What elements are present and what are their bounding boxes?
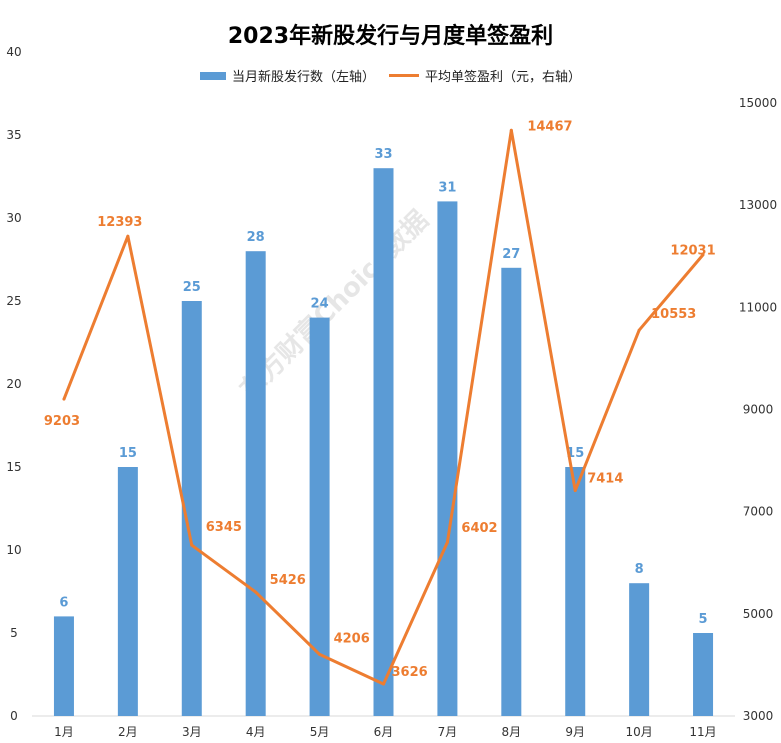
line-data-label: 12031 <box>670 244 715 259</box>
line-point <box>254 590 258 594</box>
left-tick-label: 15 <box>6 460 21 474</box>
left-tick-label: 25 <box>6 294 21 308</box>
right-tick-label: 3000 <box>743 709 774 723</box>
legend: 当月新股发行数（左轴） 平均单签盈利（元，右轴） <box>0 66 781 85</box>
line-data-label: 12393 <box>97 215 142 230</box>
line-data-label: 9203 <box>44 414 80 429</box>
right-tick-label: 13000 <box>739 198 777 212</box>
bar-data-label: 6 <box>59 595 68 610</box>
x-tick-label: 1月 <box>54 725 74 739</box>
line-point <box>701 253 705 257</box>
bar <box>309 317 330 716</box>
legend-item-line: 平均单签盈利（元，右轴） <box>389 66 581 85</box>
bar-data-label: 27 <box>502 247 520 262</box>
bar-data-label: 31 <box>438 180 456 195</box>
bar <box>501 267 522 716</box>
legend-swatch-bar <box>199 71 226 80</box>
legend-label-line: 平均单签盈利（元，右轴） <box>425 70 582 85</box>
line-data-label: 3626 <box>392 665 428 680</box>
right-tick-label: 7000 <box>743 505 774 519</box>
line-data-label: 10553 <box>651 307 696 322</box>
x-tick-label: 11月 <box>689 725 716 739</box>
line-data-label: 5426 <box>270 573 306 588</box>
bar-data-label: 15 <box>119 446 137 461</box>
line-data-label: 14467 <box>527 119 572 134</box>
bar-data-label: 24 <box>311 297 329 312</box>
x-tick-label: 7月 <box>438 725 458 739</box>
line-point <box>62 397 66 401</box>
right-tick-label: 15000 <box>739 96 777 110</box>
x-tick-label: 6月 <box>374 725 394 739</box>
legend-swatch-line <box>389 74 419 77</box>
line-point <box>126 234 130 238</box>
left-tick-label: 20 <box>6 377 21 391</box>
left-tick-label: 0 <box>10 709 18 723</box>
bar <box>629 583 650 716</box>
left-tick-label: 30 <box>6 211 21 225</box>
bar <box>373 168 394 716</box>
line-data-label: 6345 <box>206 520 242 535</box>
line-data-label: 7414 <box>587 472 623 487</box>
line-point <box>637 328 641 332</box>
line-data-label: 4206 <box>334 631 370 646</box>
x-tick-label: 8月 <box>501 725 521 739</box>
bar <box>117 467 138 716</box>
x-tick-label: 5月 <box>310 725 330 739</box>
bar <box>437 201 458 716</box>
left-tick-label: 5 <box>10 626 18 640</box>
bar <box>181 301 202 716</box>
bar-data-label: 8 <box>635 562 644 577</box>
line-point <box>573 489 577 493</box>
bar-data-label: 33 <box>374 147 392 162</box>
bar <box>565 467 586 716</box>
bar-data-label: 25 <box>183 280 201 295</box>
bar-data-label: 5 <box>699 612 708 627</box>
line-point <box>190 543 194 547</box>
legend-item-bars: 当月新股发行数（左轴） <box>199 66 375 85</box>
line-data-label: 6402 <box>461 521 497 536</box>
right-tick-label: 11000 <box>739 300 777 314</box>
legend-label-bars: 当月新股发行数（左轴） <box>231 70 375 85</box>
x-tick-label: 3月 <box>182 725 202 739</box>
left-tick-label: 10 <box>6 543 21 557</box>
line-point <box>509 128 513 132</box>
right-tick-label: 9000 <box>743 403 774 417</box>
bar <box>693 633 714 716</box>
line-point <box>445 540 449 544</box>
bar-data-label: 28 <box>247 230 265 245</box>
bar <box>245 251 266 716</box>
left-tick-label: 35 <box>6 128 21 142</box>
left-tick-label: 40 <box>6 45 21 59</box>
line-point <box>318 652 322 656</box>
x-tick-label: 2月 <box>118 725 138 739</box>
right-tick-label: 5000 <box>743 607 774 621</box>
chart-title: 2023年新股发行与月度单签盈利 <box>227 24 554 49</box>
bar <box>53 616 74 716</box>
x-tick-label: 4月 <box>246 725 266 739</box>
x-tick-label: 9月 <box>565 725 585 739</box>
line-point <box>382 682 385 686</box>
x-tick-label: 10月 <box>625 725 652 739</box>
